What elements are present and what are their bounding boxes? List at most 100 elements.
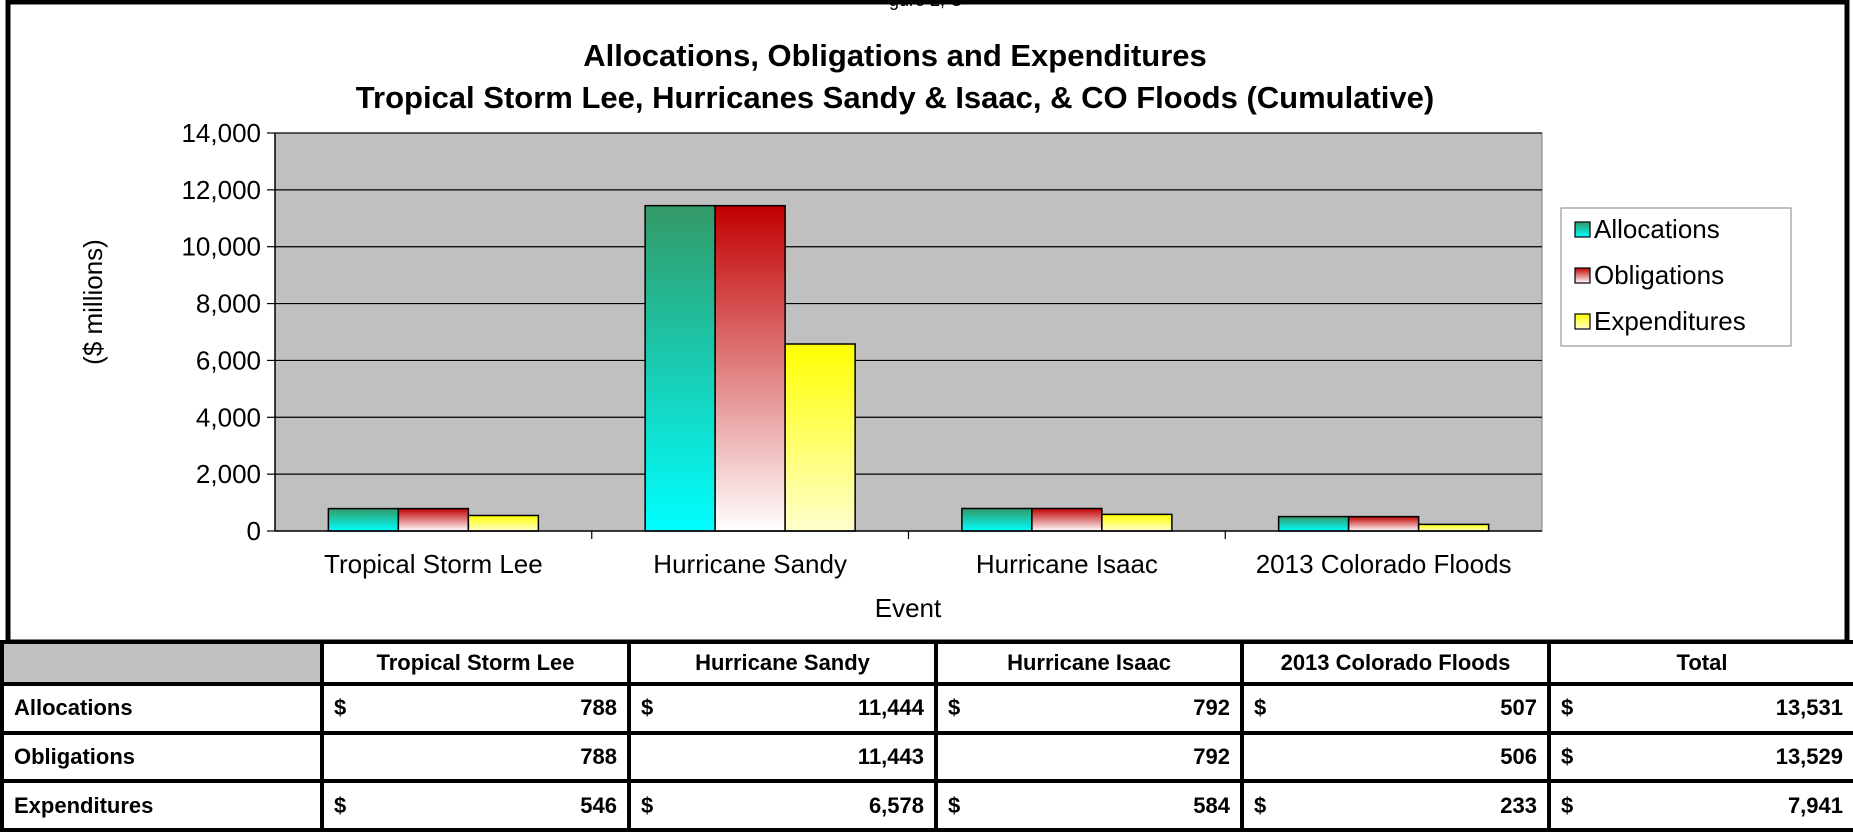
- table-row: Obligations 788 11,443 792 506 $13,529: [0, 730, 1853, 784]
- y-tick-label: 6,000: [196, 345, 261, 375]
- bars-layer: [327, 204, 1490, 532]
- currency-symbol: $: [1561, 695, 1574, 721]
- chart-title: Allocations, Obligations and Expenditure…: [583, 38, 1207, 73]
- table-header-row: Tropical Storm Lee Hurricane Sandy Hurri…: [0, 640, 1853, 686]
- table-cell: 506: [1240, 730, 1551, 784]
- cell-amount: 792: [1193, 695, 1230, 721]
- cell-amount: 546: [580, 792, 617, 818]
- table-cell: 11,443: [627, 730, 938, 784]
- table-col-header: Total: [1547, 640, 1853, 686]
- data-table: Tropical Storm Lee Hurricane Sandy Hurri…: [0, 640, 1853, 832]
- cell-amount: 7,941: [1787, 792, 1843, 818]
- bar-obligations-3: [1347, 515, 1420, 532]
- x-tick-label: Tropical Storm Lee: [324, 549, 543, 579]
- table-cell: $584: [934, 779, 1244, 832]
- table-cell: $11,444: [627, 682, 938, 735]
- table-row: Allocations $788 $11,444 $792 $507 $13,531: [0, 682, 1853, 735]
- table-row-label: Obligations: [0, 730, 324, 784]
- currency-symbol: $: [641, 792, 654, 818]
- table-cell: 792: [934, 730, 1244, 784]
- y-tick-label: 4,000: [196, 402, 261, 432]
- bar-obligations-2: [1031, 507, 1103, 532]
- legend: Allocations Obligations Expenditures: [1560, 207, 1792, 347]
- cell-amount: 11,444: [857, 695, 924, 721]
- bar-expenditures-0: [467, 514, 540, 532]
- bar-allocations-2: [961, 507, 1033, 532]
- cell-amount: 233: [1500, 792, 1537, 818]
- bar-expenditures-2: [1101, 513, 1173, 532]
- cell-amount: 13,531: [1775, 695, 1843, 721]
- legend-swatch: [1574, 313, 1591, 330]
- currency-symbol: $: [948, 792, 961, 818]
- table-col-header: Hurricane Sandy: [627, 640, 938, 686]
- bar-allocations-3: [1277, 515, 1350, 532]
- table-cell: $792: [934, 682, 1244, 735]
- table-col-header: 2013 Colorado Floods: [1240, 640, 1551, 686]
- table-cell: $6,578: [627, 779, 938, 832]
- table-cell: $546: [320, 779, 631, 832]
- cell-amount: 584: [1193, 792, 1230, 818]
- y-tick-label: 14,000: [181, 118, 261, 148]
- cell-amount: 792: [1193, 743, 1230, 769]
- cell-amount: 11,443: [857, 743, 924, 769]
- table-row-label: Expenditures: [0, 779, 324, 832]
- x-tick-label: Hurricane Sandy: [653, 549, 847, 579]
- chart-frame: gure 2, U Allocations, Obligations and E…: [5, 0, 1850, 640]
- table-corner-cell: [0, 640, 324, 686]
- cell-amount: 506: [1500, 743, 1537, 769]
- currency-symbol: $: [1561, 792, 1574, 818]
- table-row: Expenditures $546 $6,578 $584 $233 $7,941: [0, 779, 1853, 832]
- legend-swatch: [1574, 221, 1591, 238]
- table-col-header: Tropical Storm Lee: [320, 640, 631, 686]
- cell-amount: 788: [580, 695, 617, 721]
- legend-swatch: [1574, 267, 1591, 284]
- cell-amount: 788: [580, 743, 617, 769]
- y-tick-label: 10,000: [181, 232, 261, 262]
- x-tick-label: Hurricane Isaac: [976, 549, 1158, 579]
- legend-label: Obligations: [1594, 260, 1724, 290]
- legend-box: [1560, 207, 1792, 347]
- bar-expenditures-1: [784, 343, 856, 532]
- y-tick-label: 8,000: [196, 289, 261, 319]
- y-tick-label: 2,000: [196, 459, 261, 489]
- currency-symbol: $: [334, 695, 347, 721]
- x-axis-label: Event: [875, 593, 942, 623]
- bar-obligations-0: [397, 507, 470, 532]
- x-tick-label: 2013 Colorado Floods: [1256, 549, 1512, 579]
- cell-amount: 507: [1500, 695, 1537, 721]
- table-cell: 788: [320, 730, 631, 784]
- bar-allocations-0: [327, 507, 400, 532]
- currency-symbol: $: [334, 792, 347, 818]
- cell-amount: 6,578: [868, 792, 924, 818]
- table-col-header: Hurricane Isaac: [934, 640, 1244, 686]
- currency-symbol: $: [1254, 792, 1267, 818]
- bar-allocations-1: [644, 204, 716, 532]
- table-cell: $788: [320, 682, 631, 735]
- axis-layer: 0 2,000 4,000 6,000 8,000 10,000 12,000 14,000 T…: [181, 118, 1542, 579]
- table-cell: $7,941: [1547, 779, 1853, 832]
- table-cell: $13,529: [1547, 730, 1853, 784]
- header-fragment: gure 2, U: [889, 0, 963, 10]
- table-row-label: Allocations: [0, 682, 324, 735]
- currency-symbol: $: [1254, 695, 1267, 721]
- y-tick-label: 12,000: [181, 175, 261, 205]
- grid-layer: [275, 132, 1542, 475]
- cell-amount: 13,529: [1775, 743, 1843, 769]
- legend-label: Expenditures: [1594, 306, 1746, 336]
- currency-symbol: $: [641, 695, 654, 721]
- y-tick-label: 0: [247, 516, 261, 546]
- chart-border: [5, 0, 1850, 640]
- table-cell: $13,531: [1547, 682, 1853, 735]
- chart-subtitle: Tropical Storm Lee, Hurricanes Sandy & I…: [356, 80, 1434, 115]
- y-axis-label: ($ millions): [78, 239, 108, 365]
- legend-label: Allocations: [1594, 214, 1720, 244]
- bar-obligations-1: [714, 204, 786, 532]
- table-cell: $233: [1240, 779, 1551, 832]
- currency-symbol: $: [948, 695, 961, 721]
- table-body: Allocations $788 $11,444 $792 $507 $13,531 Obl…: [0, 682, 1853, 832]
- table-cell: $507: [1240, 682, 1551, 735]
- currency-symbol: $: [1561, 743, 1574, 769]
- chart-svg: gure 2, U Allocations, Obligations and E…: [5, 0, 1850, 640]
- bar-expenditures-3: [1417, 523, 1490, 532]
- plot-area: [274, 132, 1543, 532]
